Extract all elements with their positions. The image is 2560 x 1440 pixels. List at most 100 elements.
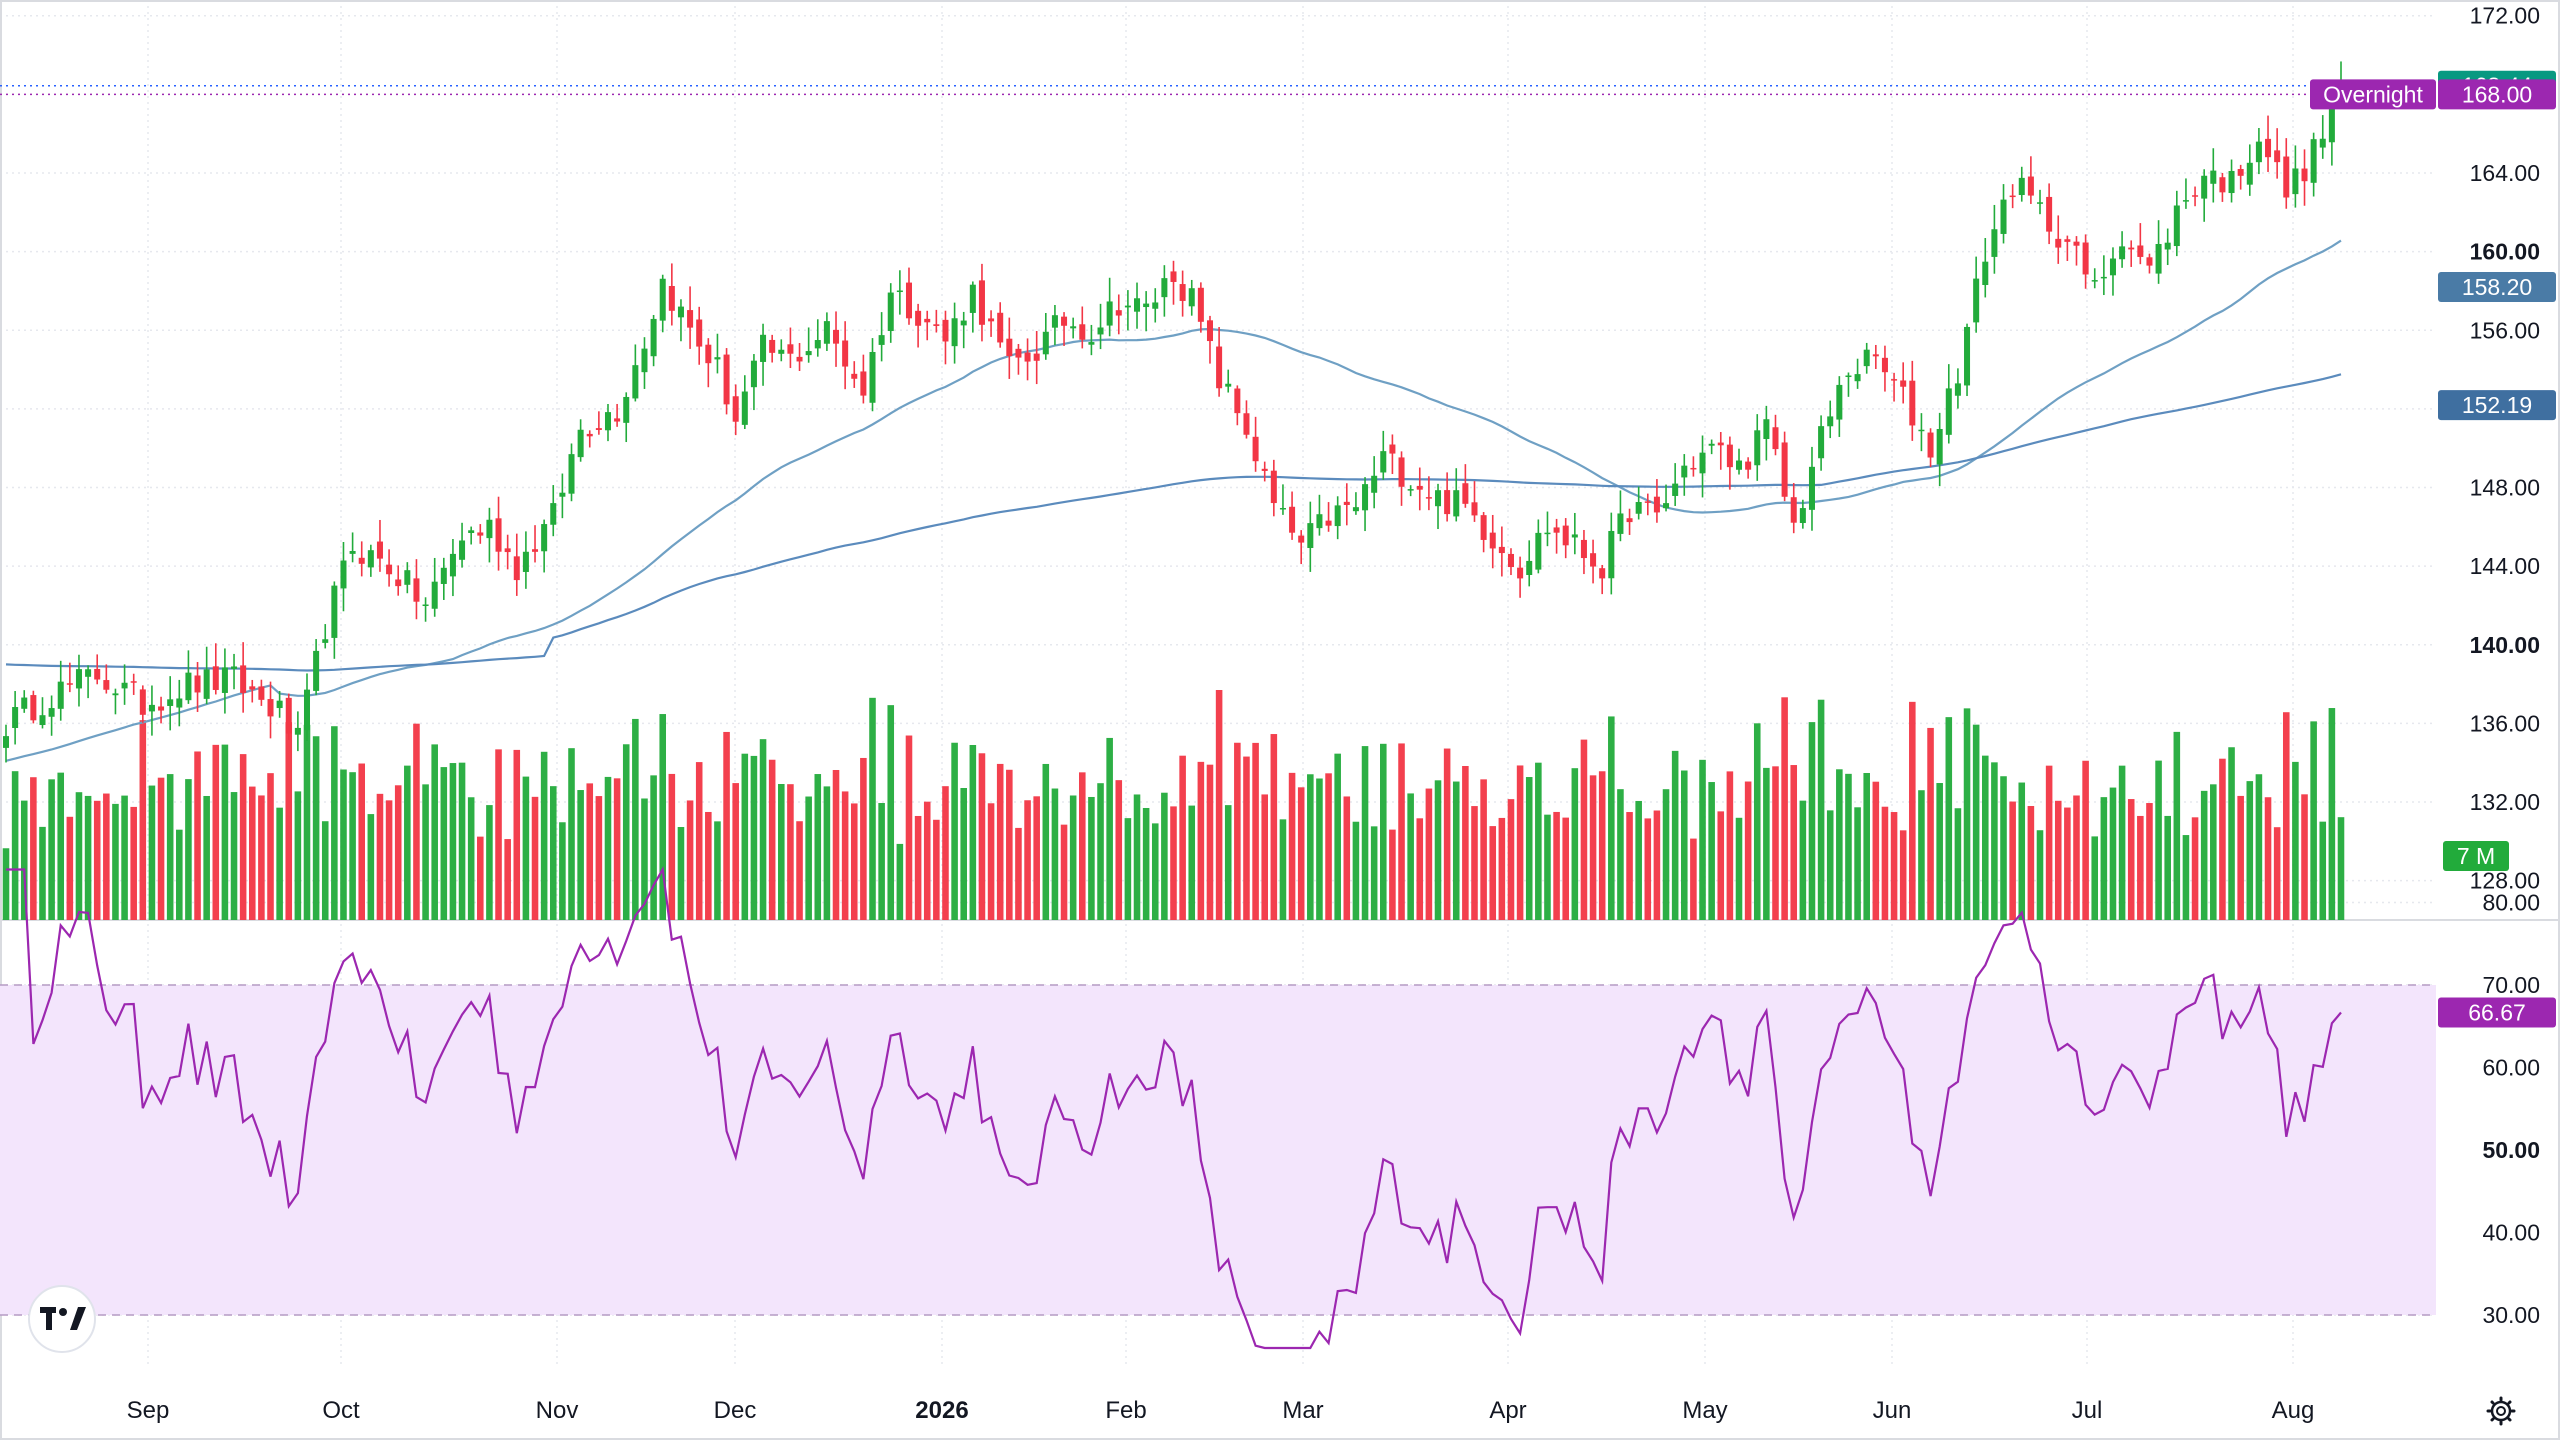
candle[interactable] [1070,317,1077,339]
candle[interactable] [595,411,602,435]
candle[interactable] [696,306,703,365]
candle[interactable] [1334,496,1341,540]
candle[interactable] [586,430,593,448]
candle[interactable] [1517,556,1524,598]
candle[interactable] [1818,415,1825,471]
candle[interactable] [860,354,867,404]
candle[interactable] [413,559,420,620]
candle[interactable] [1389,434,1396,475]
candle[interactable] [778,339,785,362]
candle[interactable] [915,303,922,348]
candle[interactable] [404,562,411,594]
candle[interactable] [577,419,584,462]
candle[interactable] [833,311,840,367]
candle[interactable] [1708,439,1715,455]
candle[interactable] [2301,149,2308,206]
candle[interactable] [2201,169,2208,222]
candle[interactable] [1079,306,1086,349]
candle[interactable] [2073,236,2080,266]
candle[interactable] [504,534,511,570]
candle[interactable] [1964,323,1971,397]
candle[interactable] [2265,115,2272,172]
candle[interactable] [249,679,256,703]
candle[interactable] [1945,364,1952,444]
candle[interactable] [1061,312,1068,346]
candle[interactable] [2228,159,2235,203]
candlesticks[interactable] [0,61,2436,763]
candle[interactable] [942,310,949,365]
candle[interactable] [112,688,119,715]
candle[interactable] [1827,400,1834,439]
candle[interactable] [221,648,228,714]
candle[interactable] [2091,268,2098,289]
candle[interactable] [896,270,903,315]
candle[interactable] [1033,330,1040,385]
candle[interactable] [2064,235,2071,261]
candle[interactable] [185,650,192,704]
candle[interactable] [313,639,320,696]
candle[interactable] [1526,540,1533,587]
candle[interactable] [294,711,301,752]
candle[interactable] [1653,479,1660,523]
candle[interactable] [2255,128,2262,175]
candle[interactable] [285,693,292,740]
candle[interactable] [1799,499,1806,529]
candle[interactable] [2137,223,2144,265]
candle[interactable] [2319,115,2326,159]
candle[interactable] [1854,358,1861,389]
candle[interactable] [30,690,37,724]
candle[interactable] [988,310,995,337]
candle[interactable] [1909,360,1916,441]
candle[interactable] [1161,265,1168,317]
candle[interactable] [1745,457,1752,479]
candle[interactable] [805,327,812,363]
candle[interactable] [2219,172,2226,202]
candle[interactable] [887,283,894,343]
candle[interactable] [75,654,82,707]
candle[interactable] [1362,477,1369,532]
candle[interactable] [796,343,803,371]
candle[interactable] [1973,256,1980,333]
candle[interactable] [1316,494,1323,536]
candle[interactable] [2128,240,2135,267]
candle[interactable] [1781,431,1788,502]
candle[interactable] [1717,432,1724,470]
candle[interactable] [550,485,557,537]
candle[interactable] [1444,472,1451,522]
candle[interactable] [1699,435,1706,498]
candle[interactable] [823,312,830,351]
candle[interactable] [2182,178,2189,209]
candle[interactable] [459,522,466,568]
candle[interactable] [1480,512,1487,553]
candle[interactable] [750,354,757,411]
candle[interactable] [48,695,55,736]
candle[interactable] [1307,501,1314,572]
candle[interactable] [1571,512,1578,555]
candle[interactable] [1106,277,1113,337]
candle[interactable] [842,321,849,390]
candle[interactable] [1115,294,1122,335]
candle[interactable] [1279,484,1286,515]
candle[interactable] [568,443,575,502]
candle[interactable] [1635,486,1642,520]
candle[interactable] [905,267,912,325]
candle[interactable] [1617,490,1624,542]
candle[interactable] [1261,461,1268,482]
candle[interactable] [486,507,493,563]
candle[interactable] [1954,368,1961,409]
candle[interactable] [121,664,128,705]
candle[interactable] [1562,518,1569,559]
time-axis[interactable]: Sep Oct Nov Dec 2026 Feb Mar Apr May Jun Jul Aug [127,1397,2315,1424]
candle[interactable] [39,697,46,729]
candle[interactable] [2018,166,2025,202]
candle[interactable] [1881,345,1888,392]
candle[interactable] [94,654,101,685]
candle[interactable] [1580,529,1587,575]
candle[interactable] [2310,132,2317,197]
candle[interactable] [331,581,338,659]
candle[interactable] [194,662,201,712]
candle[interactable] [1891,372,1898,402]
candle[interactable] [997,302,1004,348]
candle[interactable] [212,643,219,695]
